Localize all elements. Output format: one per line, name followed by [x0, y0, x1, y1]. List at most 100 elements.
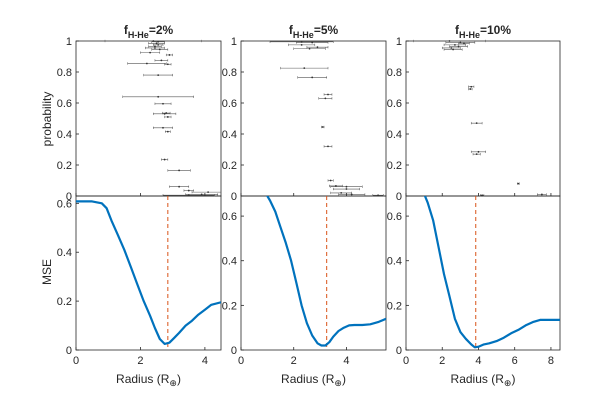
- bottom-ytick-label: 0.4: [57, 247, 72, 259]
- data-point: [163, 158, 166, 161]
- top-ytick-label: 0.4: [387, 129, 402, 141]
- xtick-label: 2: [137, 355, 143, 367]
- bottom-ytick-label: 0: [396, 345, 402, 357]
- data-point: [187, 194, 190, 197]
- xtick-label: 0: [238, 355, 244, 367]
- data-point: [469, 88, 472, 90]
- title-subscript: H-He: [293, 30, 314, 40]
- data-point: [145, 62, 148, 65]
- data-point: [166, 63, 169, 66]
- panel-title: fH-He=5%: [289, 23, 339, 40]
- xlabel: Radius (R⊕): [281, 372, 346, 388]
- data-point: [463, 42, 465, 45]
- top-ytick-label: 0: [66, 191, 72, 203]
- data-point: [345, 185, 348, 188]
- data-point: [154, 45, 156, 48]
- bottom-ytick-label: 0: [66, 345, 72, 357]
- data-point: [155, 42, 158, 45]
- data-point: [207, 191, 210, 194]
- data-point: [162, 102, 164, 105]
- data-point: [470, 85, 473, 88]
- xtick-label: 2: [291, 355, 297, 367]
- xtick-label: 2: [439, 355, 445, 367]
- data-point: [340, 192, 343, 194]
- xtick-label: 8: [548, 355, 554, 367]
- top-axes-box: [405, 40, 561, 197]
- title-prefix: f: [455, 23, 460, 37]
- top-ytick-label: 0.8: [387, 67, 402, 79]
- xlabel: Radius (R⊕): [451, 372, 516, 388]
- title-suffix: =10%: [480, 23, 511, 37]
- panel-fhhe-5pct: fH-He=5% 0 0.2 0.4 0.6 0.8 1 0 0.2 0.4 0.6 0 2 4 Radiu…: [222, 23, 387, 388]
- mse-curve: [423, 196, 560, 349]
- xlabel-text: Radius (R: [281, 372, 335, 386]
- top-ytick-label: 0.4: [57, 129, 72, 141]
- data-point: [178, 185, 181, 188]
- data-point: [457, 45, 460, 48]
- top-ytick-label: 0.2: [387, 160, 402, 172]
- data-point: [324, 97, 327, 100]
- xtick-label: 0: [403, 355, 409, 367]
- data-point: [200, 193, 203, 196]
- data-point: [158, 48, 161, 51]
- top-axes-box: [240, 40, 387, 197]
- data-point: [540, 193, 543, 196]
- data-point: [157, 43, 160, 46]
- data-point: [327, 93, 329, 96]
- bottom-ytick-label: 0.6: [222, 211, 237, 223]
- bottom-ytick-label: 0.6: [387, 211, 402, 223]
- data-point: [308, 47, 311, 50]
- xlabel: Radius (R⊕): [116, 372, 181, 388]
- top-ytick-label: 1: [231, 36, 237, 48]
- ylabel-bottom: MSE: [40, 259, 54, 285]
- bottom-axes-box: [405, 195, 561, 351]
- bottom-ytick-label: 0.4: [222, 256, 237, 268]
- top-ytick-label: 0: [231, 191, 237, 203]
- top-ytick-label: 0.2: [222, 160, 237, 172]
- data-point: [454, 43, 456, 46]
- top-ytick-label: 0.6: [387, 98, 402, 110]
- xlabel-text: Radius (R: [116, 372, 170, 386]
- xtick-label: 4: [475, 355, 481, 367]
- data-point: [152, 40, 155, 42]
- xtick-label: 6: [512, 355, 518, 367]
- data-point: [477, 150, 480, 153]
- data-point: [327, 145, 329, 148]
- data-point: [311, 41, 314, 44]
- title-suffix: =5%: [314, 23, 339, 37]
- ylabel-top: probability: [40, 92, 54, 147]
- data-point: [163, 112, 166, 115]
- top-ytick-label: 0.8: [57, 67, 72, 79]
- data-point: [345, 188, 348, 190]
- data-point: [459, 41, 462, 44]
- xtick-label: 0: [73, 355, 79, 367]
- xlabel-earth-symbol: ⊕: [334, 378, 342, 388]
- xtick-label: 4: [202, 355, 208, 367]
- panel-title: fH-He=10%: [455, 23, 511, 40]
- data-point: [300, 43, 303, 46]
- top-ytick-label: 0.6: [222, 98, 237, 110]
- bottom-ytick-label: 0.2: [222, 300, 237, 312]
- top-ytick-label: 0.2: [57, 160, 72, 172]
- top-ytick-label: 0.6: [57, 98, 72, 110]
- data-point: [448, 40, 451, 42]
- bottom-axes-box: [240, 195, 387, 351]
- data-point: [300, 40, 303, 43]
- bottom-ytick-label: 0.4: [387, 256, 402, 268]
- xlabel-close: ): [177, 372, 181, 386]
- panel-title: fH-He=2%: [124, 23, 174, 40]
- data-point: [157, 74, 160, 76]
- title-prefix: f: [289, 23, 294, 37]
- data-point: [475, 153, 478, 156]
- xlabel-close: ): [342, 372, 346, 386]
- xlabel-close: ): [511, 372, 515, 386]
- data-point: [149, 51, 152, 54]
- data-point: [481, 194, 483, 197]
- data-point: [311, 76, 314, 79]
- xlabel-text: Radius (R: [451, 372, 505, 386]
- data-point: [377, 194, 379, 197]
- data-point: [157, 95, 160, 98]
- data-point: [166, 130, 169, 133]
